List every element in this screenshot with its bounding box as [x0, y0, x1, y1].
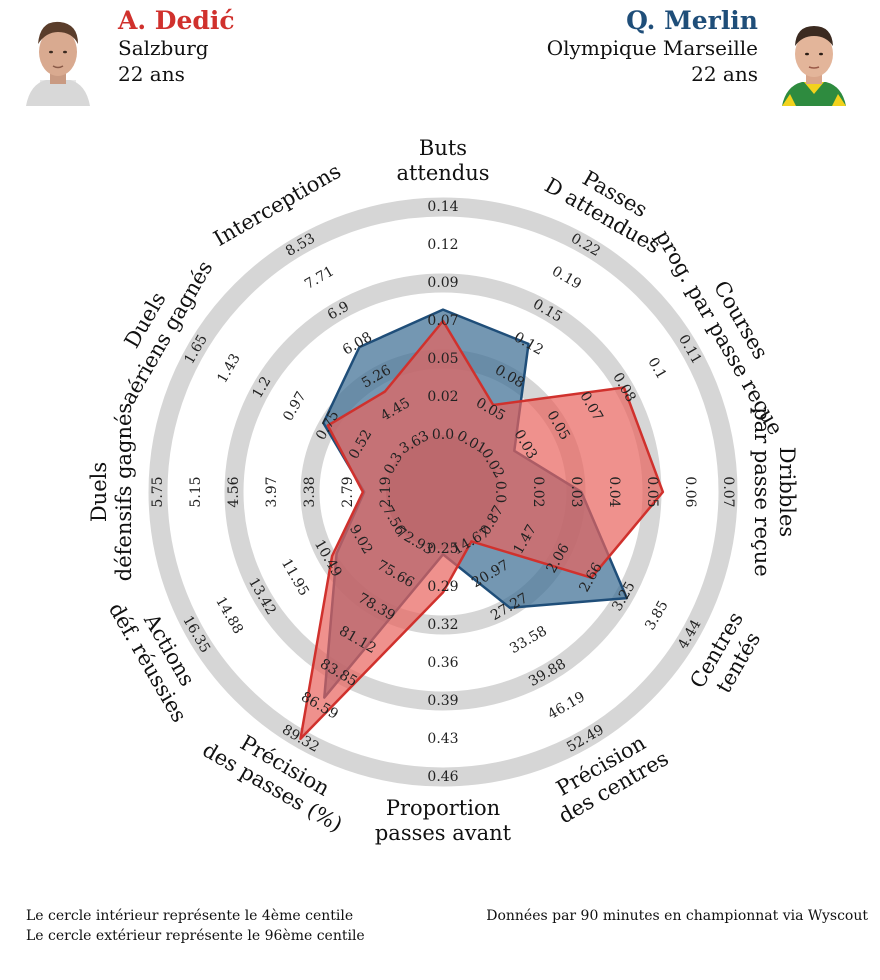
player2-name: Q. Merlin — [626, 6, 758, 35]
radar-tick-label: 0.32 — [427, 617, 458, 633]
radar-tick-label: 0.04 — [606, 476, 622, 507]
radar-tick-label: 0.02 — [530, 476, 546, 507]
radar-tick-label: 0.0 — [492, 481, 508, 503]
footer-source-note: Données par 90 minutes en championnat vi… — [486, 908, 868, 924]
radar-axis-label: Duels défensifs gagnés — [87, 403, 136, 581]
radar-tick-label: 0.14 — [427, 199, 458, 215]
player1-avatar — [26, 21, 90, 106]
radar-tick-label: 3.97 — [264, 476, 280, 507]
radar-tick-label: 0.06 — [682, 476, 698, 507]
radar-axis-label-line: défensifs gagnés — [112, 403, 136, 581]
radar-tick-label: 0.29 — [427, 579, 458, 595]
player2-age: 22 ans — [691, 62, 758, 86]
player1-header: A. Dedić Salzburg 22 ans — [118, 6, 235, 87]
radar-tick-label: 0.09 — [427, 275, 458, 291]
radar-tick-label: 0.0 — [432, 427, 454, 443]
footer-note-left: Le cercle intérieur représente le 4ème c… — [26, 906, 365, 946]
footer-outer-circle-note: Le cercle extérieur représente le 96ème … — [26, 928, 365, 944]
radar-tick-label: 0.05 — [644, 476, 660, 507]
radar-axis-label-line: par passe reçue — [750, 407, 774, 576]
radar-tick-label: 3.38 — [302, 476, 318, 507]
player1-club: Salzburg — [118, 36, 209, 60]
radar-tick-label: 0.05 — [427, 351, 458, 367]
radar-tick-label: 0.12 — [427, 237, 458, 253]
radar-tick-label: 0.02 — [427, 389, 458, 405]
radar-tick-label: 0.36 — [427, 655, 458, 671]
radar-axis-label-line: Proportion — [386, 796, 500, 820]
player2-avatar — [782, 26, 846, 106]
radar-tick-label: 0.46 — [427, 769, 458, 785]
player1-age: 22 ans — [118, 62, 185, 86]
radar-tick-label: 5.15 — [188, 476, 204, 507]
player2-header: Q. Merlin Olympique Marseille 22 ans — [547, 6, 758, 87]
radar-axis-label-line: attendus — [396, 161, 489, 185]
radar-tick-label: 0.07 — [720, 476, 736, 507]
series-dedic-polygon — [299, 319, 665, 741]
radar-tick-label: 0.25 — [427, 541, 458, 557]
radar-tick-label: 2.19 — [378, 476, 394, 507]
radar-axis-label-line: Buts — [419, 136, 467, 160]
radar-axis-label-line: Duels — [87, 462, 111, 522]
radar-tick-label: 0.43 — [427, 731, 458, 747]
radar-axis-label-line: Dribbles — [775, 447, 799, 537]
radar-axis-label-line: passes avant — [375, 821, 512, 845]
footer-inner-circle-note: Le cercle intérieur représente le 4ème c… — [26, 908, 354, 924]
radar-tick-label: 2.79 — [340, 476, 356, 507]
radar-tick-label: 5.75 — [150, 476, 166, 507]
player1-name: A. Dedić — [118, 6, 235, 35]
radar-tick-label: 4.56 — [226, 476, 242, 507]
radar-series — [299, 308, 665, 741]
player2-club: Olympique Marseille — [546, 36, 758, 60]
radar-tick-label: 0.39 — [427, 693, 458, 709]
radar-ring-band — [148, 197, 738, 787]
radar-tick-label: 0.03 — [568, 476, 584, 507]
radar-tick-label: 0.07 — [427, 313, 458, 329]
